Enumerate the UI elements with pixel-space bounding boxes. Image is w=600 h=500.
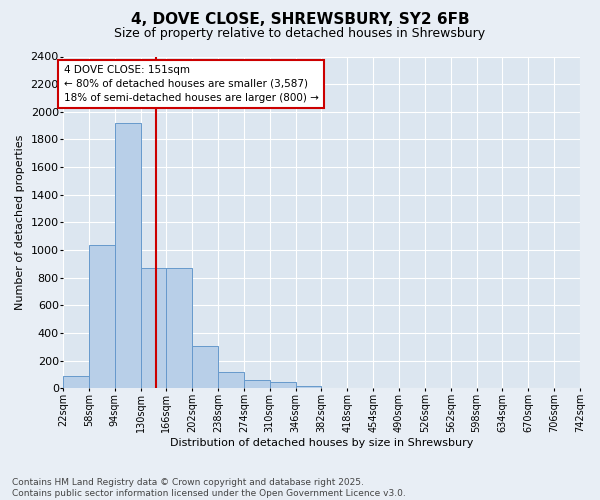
Text: Contains HM Land Registry data © Crown copyright and database right 2025.
Contai: Contains HM Land Registry data © Crown c… <box>12 478 406 498</box>
Bar <box>89 246 115 388</box>
Bar <box>296 386 322 388</box>
Bar <box>63 376 89 388</box>
Bar <box>140 268 166 388</box>
Bar <box>192 346 218 389</box>
Bar <box>218 372 244 388</box>
X-axis label: Distribution of detached houses by size in Shrewsbury: Distribution of detached houses by size … <box>170 438 473 448</box>
Y-axis label: Number of detached properties: Number of detached properties <box>15 135 25 310</box>
Bar <box>115 123 140 388</box>
Text: 4, DOVE CLOSE, SHREWSBURY, SY2 6FB: 4, DOVE CLOSE, SHREWSBURY, SY2 6FB <box>131 12 469 28</box>
Bar <box>244 380 270 388</box>
Bar <box>270 382 296 388</box>
Text: Size of property relative to detached houses in Shrewsbury: Size of property relative to detached ho… <box>115 28 485 40</box>
Text: 4 DOVE CLOSE: 151sqm
← 80% of detached houses are smaller (3,587)
18% of semi-de: 4 DOVE CLOSE: 151sqm ← 80% of detached h… <box>64 65 319 103</box>
Bar <box>166 268 192 388</box>
